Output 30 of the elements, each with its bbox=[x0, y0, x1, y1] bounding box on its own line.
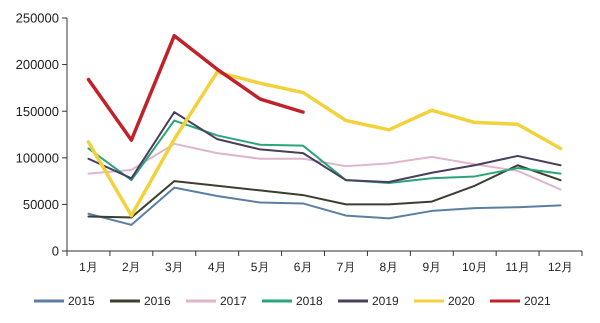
x-tick-label: 11月 bbox=[505, 260, 530, 274]
x-tick-label: 1月 bbox=[79, 260, 98, 274]
y-tick-label: 150000 bbox=[16, 104, 59, 119]
line-series bbox=[86, 70, 562, 218]
y-tick-label: 250000 bbox=[16, 10, 59, 26]
y-tick-label: 0 bbox=[52, 244, 59, 259]
x-tick-label: 5月 bbox=[250, 260, 270, 274]
line-series bbox=[86, 34, 305, 142]
legend-label: 2017 bbox=[220, 294, 248, 308]
legend-label: 2021 bbox=[524, 294, 552, 308]
x-tick-label: 10月 bbox=[462, 260, 488, 274]
x-tick-label: 6月 bbox=[294, 260, 312, 274]
x-tick-label: 2月 bbox=[122, 260, 141, 274]
y-tick-label: 100000 bbox=[16, 150, 59, 166]
x-tick-label: 9月 bbox=[422, 260, 442, 274]
x-tick-label: 4月 bbox=[208, 260, 227, 274]
line-series bbox=[87, 164, 562, 218]
legend-label: 2018 bbox=[296, 294, 324, 308]
legend-label: 2016 bbox=[144, 294, 172, 308]
line-series bbox=[87, 186, 562, 226]
x-tick-label: 12月 bbox=[548, 260, 574, 274]
line-series bbox=[87, 142, 562, 190]
x-tick-label: 3月 bbox=[164, 260, 184, 274]
x-tick-label: 8月 bbox=[380, 260, 398, 274]
legend-label: 2020 bbox=[448, 294, 476, 308]
x-tick-label: 7月 bbox=[336, 260, 356, 274]
y-tick-label: 50000 bbox=[22, 196, 59, 212]
y-tick-label: 200000 bbox=[16, 57, 59, 72]
legend-label: 2015 bbox=[68, 294, 96, 308]
legend-label: 2019 bbox=[372, 294, 400, 308]
